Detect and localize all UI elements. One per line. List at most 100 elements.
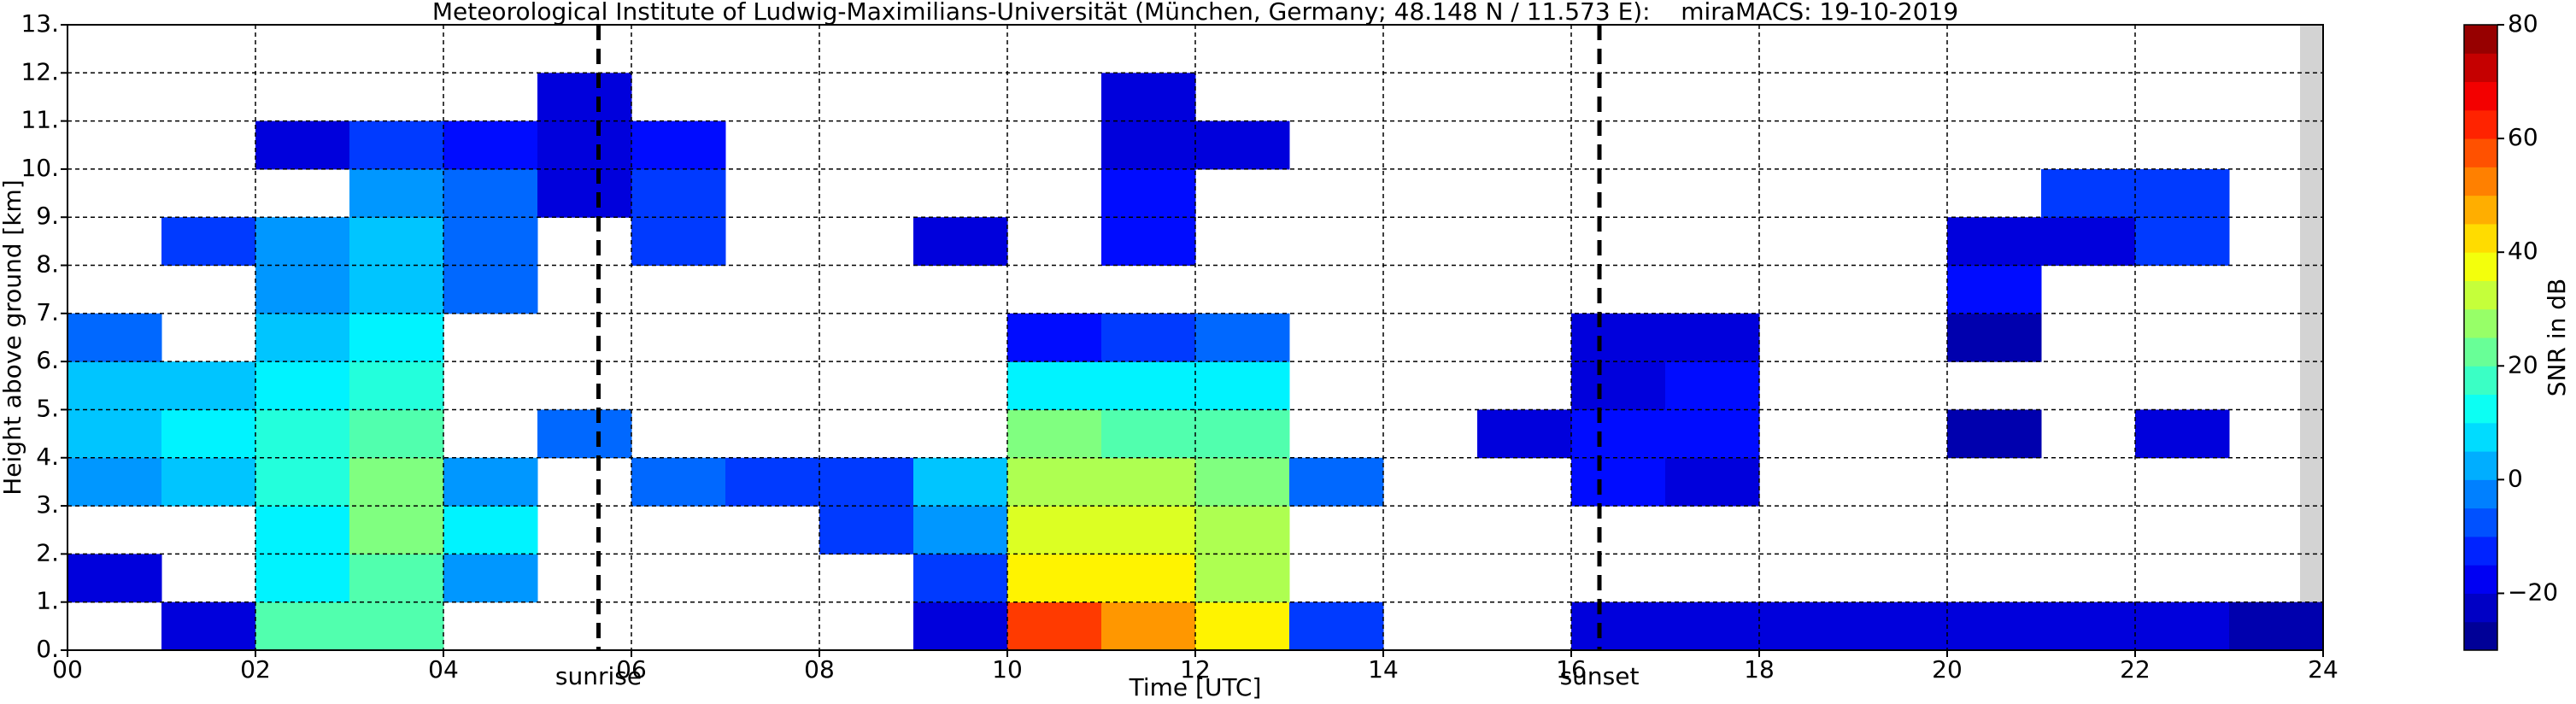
heatmap-cell [1101, 361, 1196, 410]
heatmap-cell [1195, 554, 1290, 603]
heatmap-cell [67, 409, 162, 459]
heatmap-cell [2135, 168, 2230, 218]
colorbar-segment [2464, 167, 2497, 197]
heatmap-cell [255, 217, 350, 267]
heatmap-cell [1195, 601, 1290, 651]
heatmap-cell [1101, 554, 1196, 603]
heatmap-cell [537, 168, 632, 218]
colorbar-label: SNR in dB [2543, 279, 2571, 396]
heatmap-cell [67, 554, 162, 603]
x-tick-label: 20 [1932, 655, 1963, 683]
heatmap-cell [1195, 120, 1290, 170]
heatmap-cell [255, 265, 350, 314]
heatmap-cell [1101, 506, 1196, 554]
y-tick-label: 6. [36, 346, 59, 374]
y-tick-label: 9. [36, 202, 59, 230]
heatmap-cell [819, 457, 914, 507]
heatmap-cell [1101, 73, 1196, 122]
colorbar-segment [2464, 195, 2497, 225]
heatmap-cell [349, 361, 444, 410]
heatmap-cell [1571, 361, 1666, 410]
y-tick-label: 12. [21, 57, 59, 85]
x-tick-label: 04 [428, 655, 459, 683]
heatmap-cell [537, 120, 632, 170]
heatmap-cell [1007, 601, 1102, 651]
heatmap-cell [1665, 457, 1760, 507]
x-tick-label: 18 [1744, 655, 1775, 683]
heatmap-cell [349, 120, 444, 170]
heatmap-cell [349, 313, 444, 362]
y-tick-label: 13. [21, 9, 59, 38]
heatmap-cell [255, 506, 350, 554]
x-tick-label: 02 [240, 655, 271, 683]
heatmap-cell [1289, 601, 1384, 651]
heatmap-cell [349, 457, 444, 507]
heatmap-cell [67, 457, 162, 507]
y-tick-label: 10. [21, 154, 59, 182]
x-tick-label: 12 [1180, 655, 1211, 683]
y-tick-label: 7. [36, 298, 59, 326]
heatmap-cell [1195, 409, 1290, 459]
heatmap-cell [631, 217, 726, 267]
y-tick-label: 3. [36, 490, 59, 519]
heatmap-cell [913, 554, 1008, 603]
heatmap-cell [161, 409, 256, 459]
heatmap-cell [349, 601, 444, 651]
colorbar-segment [2464, 138, 2497, 167]
heatmap-cell [1101, 457, 1196, 507]
heatmap-cell [1007, 409, 1102, 459]
heatmap-cell [1853, 601, 1948, 651]
colorbar-tick-label: 80 [2508, 9, 2538, 38]
colorbar-segment [2464, 536, 2497, 566]
heatmap-cell [443, 120, 538, 170]
heatmap-cell [913, 601, 1008, 651]
colorbar-tick-label: 40 [2508, 237, 2538, 265]
colorbar-tick-label: 0 [2508, 464, 2523, 492]
heatmap-cell [161, 217, 256, 267]
colorbar-segment [2464, 507, 2497, 537]
y-tick-label: 2. [36, 538, 59, 566]
heatmap-cell [349, 265, 444, 314]
heatmap-cell [2041, 601, 2136, 651]
x-tick-label: 14 [1368, 655, 1399, 683]
heatmap-cell [1101, 601, 1196, 651]
heatmap-cell [161, 601, 256, 651]
heatmap-cell [255, 120, 350, 170]
x-axis-label: Time [UTC] [1129, 673, 1262, 701]
heatmap-cell [161, 361, 256, 410]
heatmap-cell [1101, 168, 1196, 218]
heatmap-cell [1571, 457, 1666, 507]
heatmap-cell [1947, 313, 2042, 362]
heatmap-cell [443, 506, 538, 554]
x-tick-label: 08 [804, 655, 835, 683]
heatmap-cell [161, 457, 256, 507]
colorbar-segment [2464, 621, 2497, 651]
y-axis-label: Height above ground [km] [0, 179, 26, 496]
heatmap-cell [443, 168, 538, 218]
heatmap-cell [255, 554, 350, 603]
x-tick-label: 06 [616, 655, 647, 683]
heatmap-cell [1665, 409, 1760, 459]
colorbar-segment [2464, 565, 2497, 594]
x-tick-label: 24 [2308, 655, 2338, 683]
colorbar-segment [2464, 223, 2497, 253]
heatmap-cell [349, 506, 444, 554]
heatmap-cell [1007, 313, 1102, 362]
colorbar-segment [2464, 280, 2497, 310]
heatmap-cell [1195, 457, 1290, 507]
heatmap-cell [913, 457, 1008, 507]
heatmap-cell [1101, 217, 1196, 267]
no-data-region [2300, 25, 2323, 650]
heatmap-cell [1007, 361, 1102, 410]
plot-frame [67, 24, 2324, 651]
annotation-label: sunset [1560, 662, 1640, 690]
y-tick-label: 8. [36, 250, 59, 279]
heatmap-cell [631, 120, 726, 170]
annotation-label: sunrise [555, 662, 642, 690]
heatmap-cell [913, 217, 1008, 267]
heatmap-cell [443, 265, 538, 314]
heatmap-cell [1101, 313, 1196, 362]
heatmap-cell [1947, 265, 2042, 314]
colorbar-segment [2464, 451, 2497, 480]
